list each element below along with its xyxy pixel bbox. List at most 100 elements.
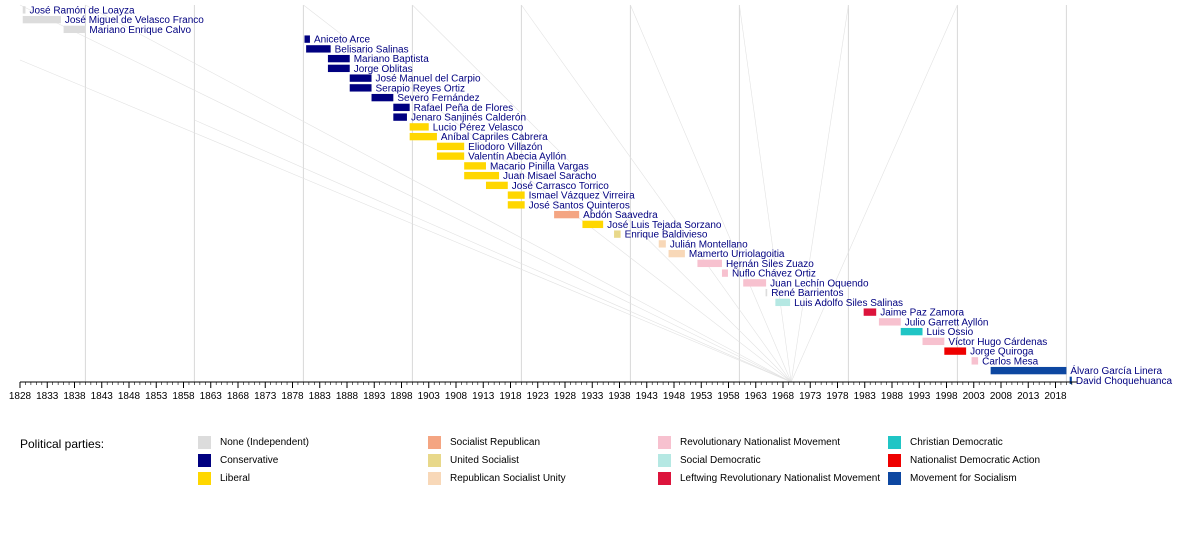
x-tick-label: 2013: [1017, 391, 1040, 402]
timeline-label: José Luis Tejada Sorzano: [607, 220, 722, 231]
timeline-label: Jorge Quiroga: [970, 347, 1034, 358]
legend-item: Christian Democratic: [888, 436, 1003, 449]
timeline-bar: [668, 249, 685, 258]
timeline-bar: [922, 337, 945, 346]
x-tick-label: 1963: [745, 391, 768, 402]
timeline-label: Jaime Paz Zamora: [880, 308, 964, 319]
x-tick-label: 1858: [172, 391, 195, 402]
x-tick-label: 1903: [418, 391, 441, 402]
timeline-bar: [409, 132, 437, 141]
timeline-bar: [464, 171, 500, 180]
timeline-bar: [393, 113, 407, 121]
x-tick-label: 1893: [363, 391, 386, 402]
x-tick-label: 1948: [663, 391, 686, 402]
legend-swatch: [888, 472, 901, 485]
legend-swatch: [658, 472, 671, 485]
x-tick-label: 1848: [118, 391, 141, 402]
timeline-label: René Barrientos: [771, 288, 843, 299]
timeline-label: Abdón Saavedra: [583, 210, 658, 221]
fan-line: [303, 4, 792, 383]
fan-line: [739, 4, 792, 383]
timeline-label: José Santos Quinteros: [529, 200, 630, 211]
timeline-bar: [614, 230, 621, 238]
x-tick-label: 1943: [636, 391, 659, 402]
legend-item: United Socialist: [428, 454, 519, 467]
decorative-fan-lines: [19, 4, 958, 383]
timeline-label: José Carrasco Torrico: [512, 181, 610, 192]
x-tick-label: 1933: [581, 391, 604, 402]
fan-line: [194, 119, 792, 383]
timeline-label: Mariano Enrique Calvo: [89, 25, 191, 36]
x-tick-label: 1873: [254, 391, 277, 402]
timeline-bar: [22, 15, 61, 24]
timeline-bar: [436, 142, 465, 151]
timeline-label: Mamerto Urriolagoitia: [689, 249, 785, 260]
timeline-bar: [900, 327, 923, 336]
x-tick-label: 1983: [854, 391, 877, 402]
timeline-label: José Miguel de Velasco Franco: [65, 15, 204, 26]
x-tick-label: 1898: [390, 391, 413, 402]
x-tick-label: 1928: [554, 391, 577, 402]
legend-item: Revolutionary Nationalist Movement: [658, 436, 840, 449]
legend-item: Liberal: [198, 472, 250, 485]
timeline-label: Ñuflo Chávez Ortiz: [732, 267, 816, 280]
legend-label: Movement for Socialism: [910, 473, 1017, 484]
x-tick-label: 1973: [799, 391, 822, 402]
legend-item: Leftwing Revolutionary Nationalist Movem…: [658, 472, 880, 485]
legend-swatch: [428, 454, 441, 467]
legend-item: Republican Socialist Unity: [428, 472, 566, 485]
timeline-label: Víctor Hugo Cárdenas: [948, 337, 1047, 348]
legend-label: None (Independent): [220, 437, 309, 448]
timeline-label: Luis Ossio: [927, 327, 974, 338]
timeline-bar: [1069, 376, 1072, 385]
x-tick-label: 1878: [281, 391, 304, 402]
timeline-bar: [658, 240, 666, 248]
timeline-bar: [349, 74, 372, 82]
timeline-label: Enrique Baldivieso: [625, 230, 708, 241]
timeline-label: Macario Pinilla Vargas: [490, 161, 589, 172]
x-tick-label: 1988: [881, 391, 904, 402]
timeline-label: Juan Misael Saracho: [503, 171, 597, 182]
timeline-bar: [327, 54, 350, 63]
timeline-bar: [464, 162, 486, 170]
legend-swatch: [198, 436, 211, 449]
x-tick-label: 1868: [227, 391, 250, 402]
timeline-label: José Manuel del Carpio: [376, 74, 481, 85]
x-tick-label: 1888: [336, 391, 359, 402]
legend-swatch: [198, 472, 211, 485]
legend-label: Revolutionary Nationalist Movement: [680, 437, 841, 448]
timeline-bar: [349, 84, 372, 92]
legend-item: Socialist Republican: [428, 436, 540, 449]
timeline-bar: [304, 35, 310, 43]
fan-line: [790, 4, 958, 383]
x-tick-label: 1923: [527, 391, 550, 402]
x-tick-label: 1998: [935, 391, 958, 402]
legend-item: Movement for Socialism: [888, 472, 1017, 485]
x-tick-label: 1863: [200, 391, 223, 402]
timeline-label: Severo Fernández: [397, 93, 479, 104]
timeline-label: Eliodoro Villazón: [468, 142, 542, 153]
timeline-label: José Ramón de Loayza: [29, 5, 135, 16]
x-tick-label: 1853: [145, 391, 168, 402]
x-tick-label: 1843: [91, 391, 114, 402]
timeline-label: Belisario Salinas: [335, 44, 409, 55]
timeline-label: Valentín Abecia Ayllón: [468, 152, 566, 163]
timeline-bar: [327, 64, 350, 73]
x-tick-label: 2008: [990, 391, 1013, 402]
x-tick-label: 1913: [472, 391, 495, 402]
timeline-bar: [507, 191, 525, 199]
fan-line: [630, 4, 792, 383]
legend-swatch: [658, 454, 671, 467]
timeline-label: Hernán Siles Zuazo: [726, 259, 814, 270]
timeline-bar: [971, 357, 979, 365]
timeline-label: Jenaro Sanjinés Calderón: [411, 113, 526, 124]
legend-label: Social Democratic: [680, 455, 761, 466]
timeline-bar: [863, 308, 877, 316]
fan-line: [521, 4, 792, 383]
legend-label: Conservative: [220, 455, 279, 466]
timeline-bar: [507, 201, 525, 209]
timeline-bar: [393, 103, 410, 112]
timeline-label: Ismael Vázquez Virreira: [529, 191, 635, 202]
fan-line: [412, 4, 792, 383]
